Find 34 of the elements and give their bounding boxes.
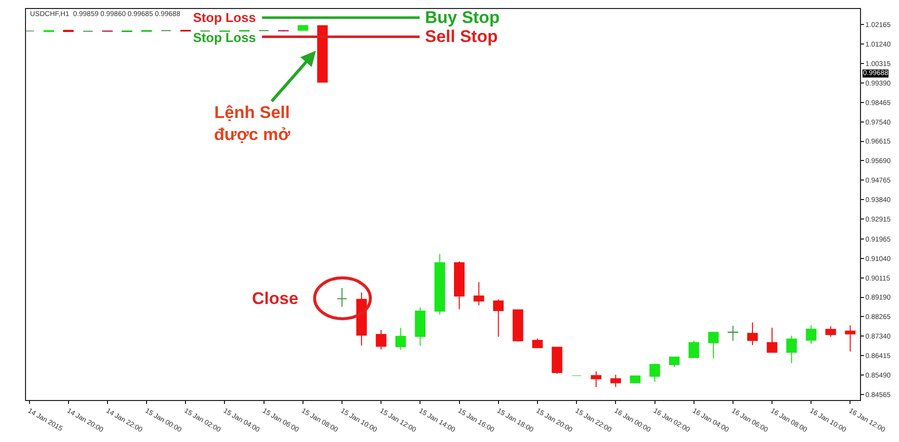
candlestick (766, 327, 778, 354)
candlestick (474, 282, 484, 306)
ref-line-label: Buy Stop (425, 8, 500, 27)
candlestick (552, 346, 562, 374)
candlestick (747, 322, 758, 346)
candlestick (649, 362, 660, 382)
candlestick (844, 324, 856, 352)
candlestick (728, 325, 738, 342)
annotation: Stop Loss (193, 30, 256, 45)
candlestick (356, 292, 367, 346)
candlestick (434, 253, 446, 315)
candlestick (590, 370, 602, 388)
candlestick (493, 298, 504, 338)
annotation: Close (252, 289, 298, 308)
candlestick (610, 374, 621, 388)
candlestick (708, 331, 719, 359)
candlestick (512, 309, 524, 342)
candlestick (376, 330, 386, 350)
candlestick (786, 335, 797, 364)
candlestick (336, 288, 348, 308)
candlestick (532, 338, 543, 348)
candlestick (454, 261, 465, 310)
candlestick (414, 307, 426, 346)
annotation: Lệnh Sell được mở (214, 103, 292, 144)
candlestick (825, 326, 836, 338)
ref-line-label: Sell Stop (425, 27, 498, 46)
candlestick (298, 24, 308, 32)
candlestick (630, 376, 640, 384)
candlestick (317, 24, 328, 83)
candlestick (395, 327, 406, 350)
candlestick (806, 324, 816, 344)
candlestick (688, 340, 700, 358)
annotation: Stop Loss (193, 10, 256, 25)
candlestick (669, 356, 680, 368)
